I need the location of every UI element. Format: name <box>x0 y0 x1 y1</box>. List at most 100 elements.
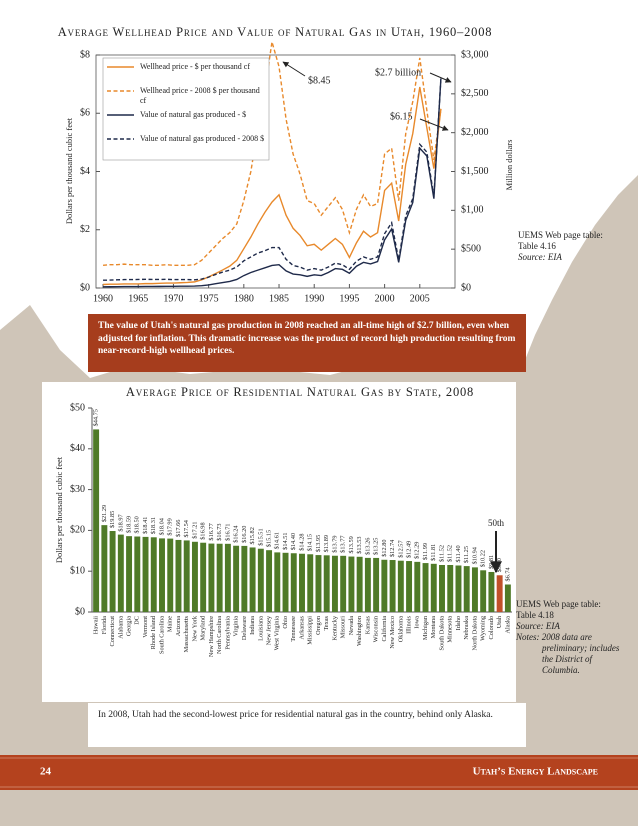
legend <box>102 57 270 161</box>
y-tick-label: $4 <box>80 166 90 177</box>
annotation-arrow <box>419 118 449 131</box>
x-tick-label: North Carolina <box>216 616 223 654</box>
legend-label: Value of natural gas produced - 2008 $ <box>140 134 265 143</box>
x-tick-label: Alabama <box>117 616 124 639</box>
value-label: $14.61 <box>274 532 281 549</box>
x-tick-label: Rhode Island <box>150 615 157 649</box>
bar <box>463 566 470 612</box>
value-label: $19.85 <box>109 511 116 528</box>
x-tick-label: Oklahoma <box>397 616 404 642</box>
bar <box>381 559 388 612</box>
bar <box>142 536 149 612</box>
value-label: $18.31 <box>150 517 157 534</box>
x-tick-label: Minnesota <box>447 616 454 643</box>
bar <box>504 584 511 612</box>
value-label: $11.25 <box>463 546 470 563</box>
bar <box>331 555 338 612</box>
value-label: $18.04 <box>158 517 165 535</box>
bar <box>414 561 421 612</box>
x-tick-label: 2000 <box>375 293 395 304</box>
x-tick-label: Kansas <box>364 615 371 634</box>
x-tick-label: 1975 <box>199 293 219 304</box>
bar <box>175 539 182 612</box>
source-note: UEMS Web page table: Table 4.16 Source: … <box>518 230 610 263</box>
bar <box>406 561 413 612</box>
x-tick-label: Louisiana <box>257 616 264 641</box>
x-tick-label: Montana <box>430 616 437 639</box>
bar <box>266 550 273 612</box>
x-tick-label: Utah <box>496 615 503 628</box>
value-label: $16.77 <box>208 523 215 540</box>
value-label: $13.25 <box>373 538 380 555</box>
x-tick-label: 1985 <box>269 293 289 304</box>
y2-tick-label: $3,000 <box>461 49 489 60</box>
value-label: $9.00 <box>496 558 503 572</box>
bar <box>397 560 404 612</box>
series-line <box>103 78 442 281</box>
chart-title: Average Price of Residential Natural Gas… <box>126 385 474 399</box>
y-tick-label: $30 <box>70 484 85 495</box>
bar <box>93 429 100 612</box>
value-label: $18.59 <box>126 516 133 533</box>
y2-tick-label: $2,500 <box>461 88 489 99</box>
x-tick-label: New Mexico <box>389 616 396 649</box>
value-label: $13.89 <box>323 535 330 552</box>
bar <box>216 543 223 612</box>
x-tick-label: New Hampshire <box>208 616 215 657</box>
bar <box>348 556 355 612</box>
bar <box>307 554 314 612</box>
y2-tick-label: $0 <box>461 282 471 293</box>
bar <box>364 557 371 612</box>
bar <box>101 525 108 612</box>
value-label: $18.50 <box>134 516 141 533</box>
bar <box>134 536 141 612</box>
x-tick-label: Missouri <box>340 616 347 639</box>
x-tick-label: Vermont <box>142 616 149 638</box>
value-label: $12.80 <box>381 539 388 556</box>
bar <box>356 556 363 612</box>
value-label: $11.81 <box>430 544 437 561</box>
y-tick-label: $10 <box>70 565 85 576</box>
x-tick-label: Arizona <box>175 616 182 636</box>
bar <box>282 552 289 612</box>
x-tick-label: 1995 <box>339 293 359 304</box>
x-tick-label: West Virginia <box>274 616 281 651</box>
bar <box>471 567 478 612</box>
value-label: $16.98 <box>200 522 207 539</box>
value-label: $16.24 <box>233 525 240 543</box>
x-tick-label: Nebraska <box>463 616 470 640</box>
bar <box>257 548 264 612</box>
value-label: $12.74 <box>389 539 396 557</box>
y2-tick-label: $1,500 <box>461 166 489 177</box>
bar <box>496 575 503 612</box>
x-tick-label: Washington <box>356 615 363 646</box>
x-tick-label: Idaho <box>455 616 462 630</box>
x-tick-label: 1970 <box>163 293 183 304</box>
bar <box>439 564 445 612</box>
x-tick-label: Oregon <box>315 615 322 635</box>
y-tick-label: $20 <box>70 525 85 536</box>
bar <box>389 560 396 612</box>
x-tick-label: New York <box>191 615 198 641</box>
x-tick-label: Hawaii <box>93 616 100 634</box>
source: Source: EIA <box>518 252 562 262</box>
value-label: $14.15 <box>307 534 314 551</box>
x-tick-label: Florida <box>101 616 108 634</box>
bar <box>249 547 256 612</box>
x-tick-label: Texas <box>323 615 330 630</box>
bar <box>373 557 380 612</box>
value-label: $14.51 <box>282 532 289 549</box>
annotation: $2.7 billion <box>375 67 421 78</box>
x-tick-label: Virginia <box>233 616 240 637</box>
x-tick-label: 2005 <box>410 293 430 304</box>
value-label: $11.99 <box>422 543 429 560</box>
y-tick-label: $50 <box>70 402 85 413</box>
annotation: $6.15 <box>390 111 413 122</box>
annotation: $8.45 <box>308 75 331 86</box>
y-tick-label: $0 <box>75 606 85 617</box>
bar <box>480 570 487 612</box>
y2-tick-label: $500 <box>461 243 481 254</box>
annotation: 50th <box>488 518 505 528</box>
y-axis-label: Dollars per thousand cubic feet <box>64 117 74 224</box>
